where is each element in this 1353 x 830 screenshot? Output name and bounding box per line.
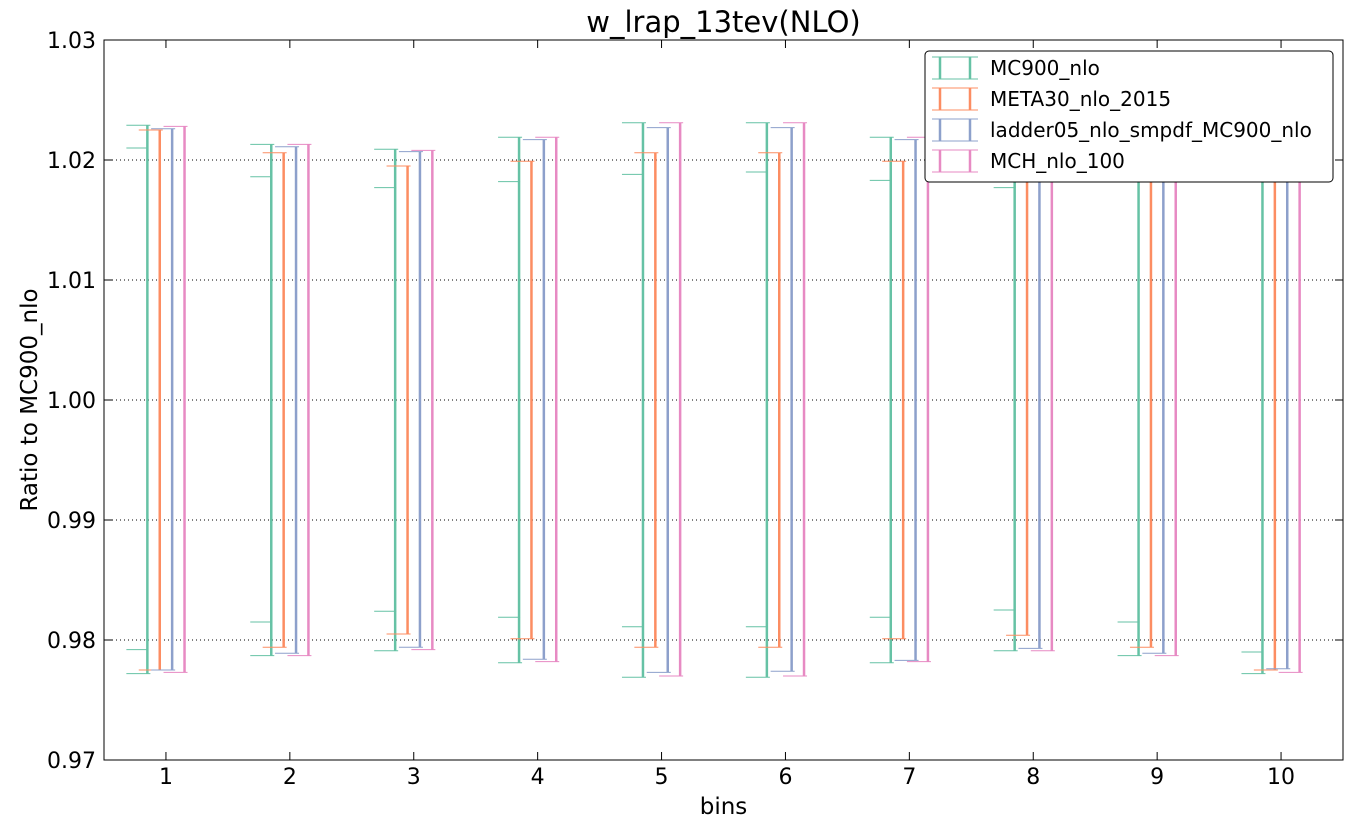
x-tick-label: 3 [407,765,421,790]
grid-lines [104,159,1343,641]
x-tick-label: 5 [655,765,669,790]
x-tick-label: 1 [159,765,173,790]
x-tick-label: 9 [1150,765,1164,790]
legend-label: META30_nlo_2015 [990,87,1171,111]
legend-box [924,50,1334,183]
y-tick-label: 0.98 [47,629,96,654]
x-tick-label: 7 [902,765,916,790]
x-tick-label: 10 [1267,765,1295,790]
legend-label: MC900_nlo [990,56,1100,80]
y-axis-label: Ratio to MC900_nlo [17,288,43,511]
x-axis-label: bins [700,794,748,820]
series-ladder05_nlo_smpdf_MC900_nlo [151,127,1291,673]
error-bars [126,122,1303,678]
series-MCH_nlo_100 [163,122,1303,677]
y-tick-label: 1.03 [47,29,96,54]
y-tick-label: 1.01 [47,269,96,294]
legend: MC900_nlo META30_nlo_2015 ladder05_nlo_smp… [924,50,1334,183]
y-tick-label: 1.00 [47,389,96,414]
x-tick-label: 4 [531,765,545,790]
y-tick-label: 0.97 [47,749,96,774]
axis-ticks: 0.97 0.98 0.99 1.00 1.01 1.02 1.03 1 2 3 4 5 6 7 8 9 10 [47,29,1343,790]
chart-title: w_lrap_13tev(NLO) [586,5,860,39]
x-tick-label: 6 [778,765,792,790]
series-MC900_nlo [126,122,1266,678]
x-tick-label: 2 [283,765,297,790]
y-tick-label: 0.99 [47,509,96,534]
x-tick-label: 8 [1026,765,1040,790]
legend-label: ladder05_nlo_smpdf_MC900_nlo [990,118,1312,142]
y-tick-label: 1.02 [47,149,96,174]
legend-label: MCH_nlo_100 [990,149,1125,173]
